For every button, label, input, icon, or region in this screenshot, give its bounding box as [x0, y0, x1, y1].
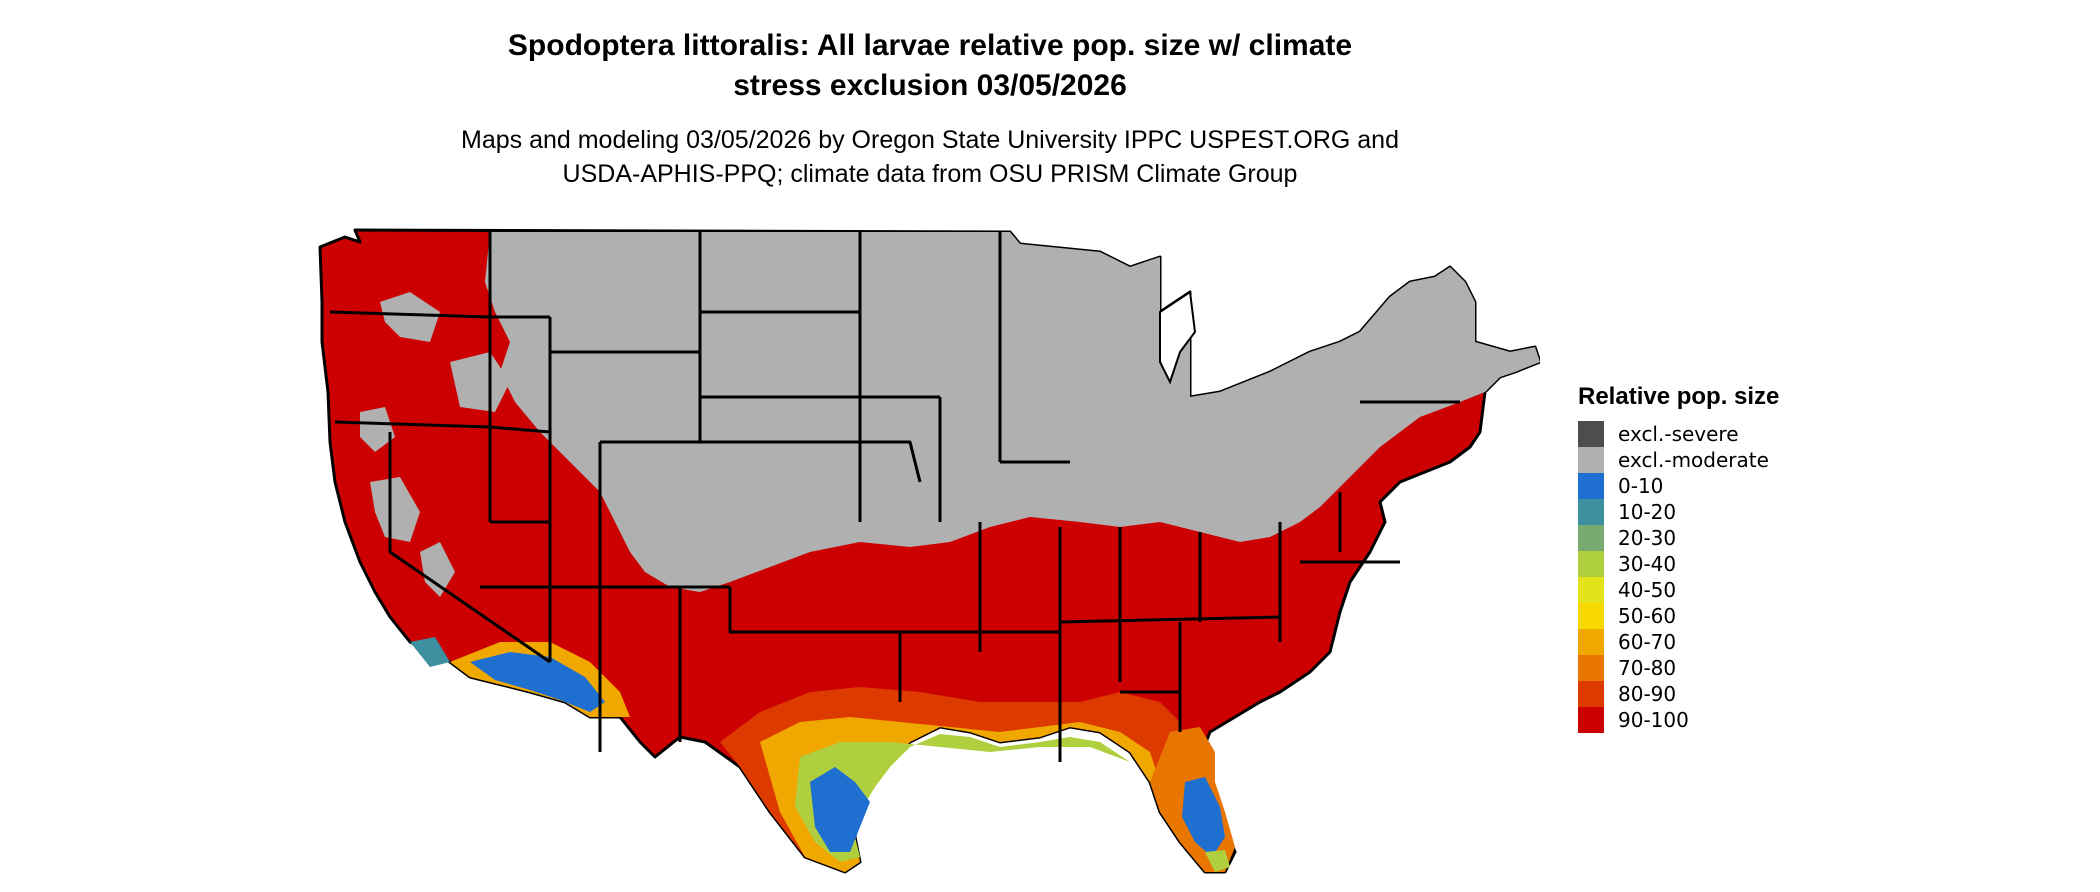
legend-swatch: [1578, 603, 1604, 629]
legend-swatch: [1578, 655, 1604, 681]
legend-label: 10-20: [1618, 500, 1677, 524]
excluded-moderate-region: [485, 232, 1540, 592]
map-subtitle-line-2: USDA-APHIS-PPQ; climate data from OSU PR…: [562, 160, 1298, 188]
legend-label: 30-40: [1618, 552, 1677, 576]
legend-swatch: [1578, 421, 1604, 447]
legend-label: excl.-moderate: [1618, 448, 1769, 472]
map-subtitle-line-1: Maps and modeling 03/05/2026 by Oregon S…: [461, 126, 1399, 154]
legend-label: 60-70: [1618, 630, 1677, 654]
legend-label: 0-10: [1618, 474, 1664, 498]
legend-label: 40-50: [1618, 578, 1677, 602]
great-lakes: [1159, 290, 1197, 385]
legend-label: 20-30: [1618, 526, 1677, 550]
legend-swatch: [1578, 707, 1604, 733]
legend-swatch: [1578, 681, 1604, 707]
legend-label: 70-80: [1618, 656, 1677, 680]
zone-30-40: [795, 734, 1130, 862]
legend-swatch: [1578, 499, 1604, 525]
legend-swatch: [1578, 551, 1604, 577]
map-title-line-1: Spodoptera littoralis: All larvae relati…: [507, 29, 1353, 62]
zone-southwest-0-10: [470, 652, 605, 712]
legend-label: 50-60: [1618, 604, 1677, 628]
legend-label: excl.-severe: [1618, 422, 1739, 446]
zone-0-10-texas: [810, 767, 870, 852]
legend-title: Relative pop. size: [1578, 383, 1780, 410]
legend-swatch: [1578, 447, 1604, 473]
state-borders: [329, 232, 1460, 762]
legend-label: 80-90: [1618, 682, 1677, 706]
legend-label: 90-100: [1618, 708, 1689, 732]
us-map: [318, 228, 1540, 874]
legend-swatch: [1578, 577, 1604, 603]
legend-swatch: [1578, 629, 1604, 655]
map-title-line-2: stress exclusion 03/05/2026: [733, 69, 1127, 102]
legend-swatch: [1578, 525, 1604, 551]
zone-florida-0-10: [1182, 777, 1225, 857]
legend-swatch: [1578, 473, 1604, 499]
